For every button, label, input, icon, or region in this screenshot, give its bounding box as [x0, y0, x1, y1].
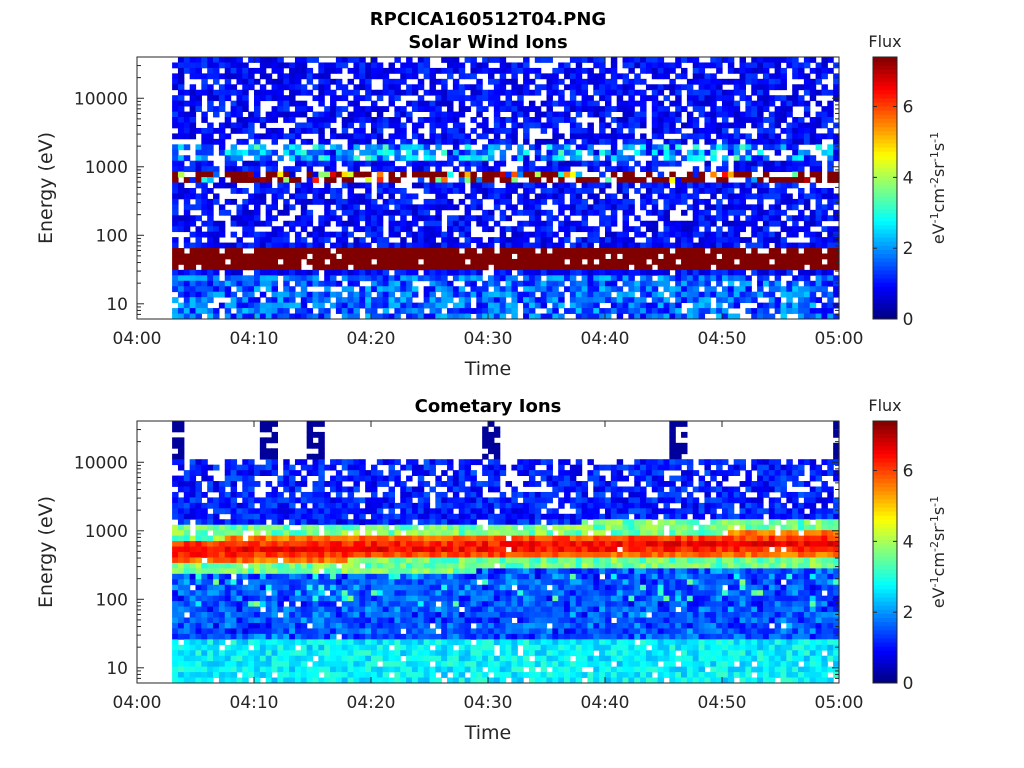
colorbar-tick-label: 0 [903, 310, 914, 330]
y-tick-label: 100 [96, 590, 128, 610]
colorbar-gradient [873, 57, 897, 320]
spectrogram-cells [172, 421, 840, 684]
y-tick-label: 1000 [85, 158, 128, 178]
x-tick-label: 04:00 [113, 329, 162, 349]
y-axis-label: Energy (eV) [35, 496, 57, 608]
colorbar-tick-label: 6 [903, 98, 914, 118]
x-tick-label: 04:40 [581, 693, 630, 713]
colorbar-tick-label: 4 [903, 532, 914, 552]
y-tick-label: 10000 [74, 453, 128, 473]
y-tick-label: 10 [106, 659, 128, 679]
x-tick-label: 04:20 [347, 329, 396, 349]
panel1-title: Solar Wind Ions [408, 32, 567, 53]
colorbar-title: Flux [868, 32, 901, 51]
x-tick-label: 04:50 [698, 329, 747, 349]
x-axis-label: Time [464, 722, 512, 744]
x-tick-label: 04:40 [581, 329, 630, 349]
x-tick-label: 04:10 [230, 693, 279, 713]
y-tick-label: 1000 [85, 522, 128, 542]
colorbar-unit-label: eV-1cm-2sr-1s-1 [928, 132, 948, 244]
x-tick-label: 04:10 [230, 329, 279, 349]
x-tick-label: 04:30 [464, 693, 513, 713]
x-tick-label: 04:50 [698, 693, 747, 713]
colorbar-tick-label: 0 [903, 674, 914, 694]
x-tick-label: 04:20 [347, 693, 396, 713]
colorbar-frame [872, 420, 898, 684]
spectrogram-cells [172, 57, 840, 320]
colorbar-tick-label: 6 [903, 462, 914, 482]
colorbar-tick-label: 4 [903, 168, 914, 188]
panel2-title: Cometary Ions [415, 396, 562, 417]
colorbar-frame [872, 56, 898, 320]
colorbar-tick-label: 2 [903, 603, 914, 623]
colorbar-tick-label: 2 [903, 239, 914, 259]
y-tick-label: 10 [106, 295, 128, 315]
x-axis-label: Time [464, 358, 512, 380]
x-tick-label: 04:30 [464, 329, 513, 349]
x-tick-label: 05:00 [815, 693, 864, 713]
colorbar-title: Flux [868, 396, 901, 415]
solar-wind-panel: 04:00 04:10 04:20 04:30 04:40 04:50 05:00 10 100… [35, 32, 948, 380]
x-tick-label: 05:00 [815, 329, 864, 349]
y-axis-label: Energy (eV) [35, 132, 57, 244]
colorbar-gradient [873, 421, 897, 684]
figure-title: RPCICA160512T04.PNG [370, 9, 606, 30]
y-tick-label: 10000 [74, 89, 128, 109]
cometary-panel: 04:00 04:10 04:20 04:30 04:40 04:50 05:00 10 100… [35, 396, 948, 744]
y-tick-label: 100 [96, 226, 128, 246]
x-tick-label: 04:00 [113, 693, 162, 713]
colorbar-unit-label: eV-1cm-2sr-1s-1 [928, 496, 948, 608]
